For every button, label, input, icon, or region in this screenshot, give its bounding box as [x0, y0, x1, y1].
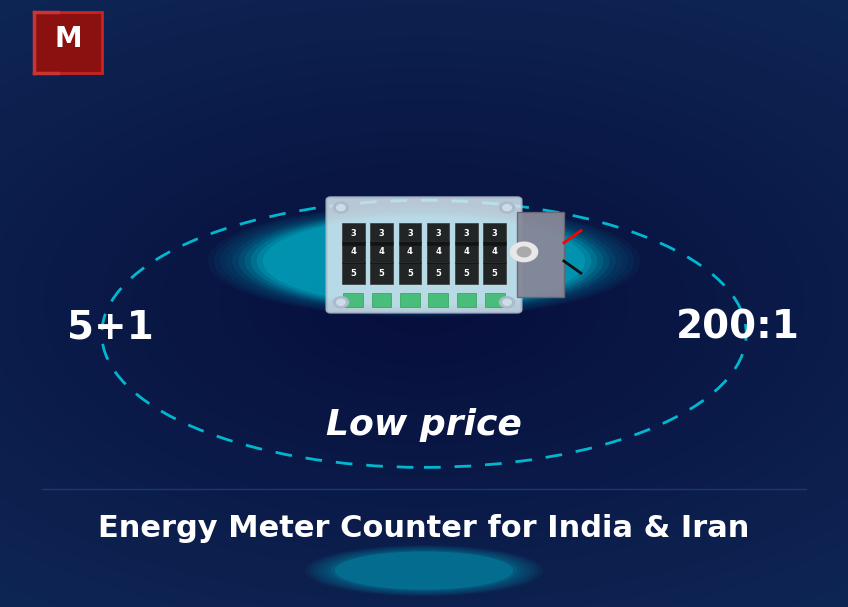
FancyBboxPatch shape [483, 223, 506, 245]
FancyBboxPatch shape [371, 293, 392, 307]
Text: 4: 4 [492, 248, 498, 256]
Ellipse shape [318, 548, 530, 594]
Circle shape [517, 247, 531, 257]
Text: 5: 5 [350, 269, 356, 277]
Text: 3: 3 [464, 229, 469, 238]
Text: 4: 4 [407, 248, 413, 256]
Ellipse shape [232, 210, 616, 312]
FancyBboxPatch shape [342, 223, 365, 245]
FancyBboxPatch shape [483, 262, 506, 284]
Ellipse shape [310, 546, 538, 595]
FancyBboxPatch shape [371, 223, 393, 245]
Text: 5: 5 [407, 269, 413, 277]
FancyBboxPatch shape [399, 223, 421, 245]
Text: Low price: Low price [326, 408, 522, 442]
Text: 3: 3 [435, 229, 441, 238]
Ellipse shape [208, 205, 640, 317]
FancyBboxPatch shape [371, 241, 393, 263]
Text: M: M [54, 25, 81, 53]
FancyBboxPatch shape [326, 197, 522, 313]
FancyBboxPatch shape [342, 262, 365, 284]
Ellipse shape [335, 551, 513, 590]
Text: 4: 4 [435, 248, 441, 256]
FancyBboxPatch shape [343, 293, 363, 307]
FancyBboxPatch shape [399, 241, 421, 263]
Text: 3: 3 [350, 229, 356, 238]
FancyBboxPatch shape [428, 293, 448, 307]
FancyBboxPatch shape [483, 241, 506, 263]
Ellipse shape [220, 208, 628, 314]
FancyBboxPatch shape [455, 241, 477, 263]
Text: 5: 5 [492, 269, 498, 277]
FancyBboxPatch shape [34, 12, 102, 73]
Ellipse shape [326, 550, 522, 591]
Circle shape [503, 299, 511, 305]
Ellipse shape [314, 547, 534, 594]
Ellipse shape [331, 551, 517, 591]
FancyBboxPatch shape [400, 293, 420, 307]
Text: 3: 3 [379, 229, 384, 238]
Circle shape [499, 202, 515, 213]
Ellipse shape [257, 215, 591, 307]
Text: 3: 3 [492, 229, 498, 238]
Text: Energy Meter Counter for India & Iran: Energy Meter Counter for India & Iran [98, 514, 750, 543]
FancyBboxPatch shape [485, 293, 505, 307]
Text: 5: 5 [435, 269, 441, 277]
FancyBboxPatch shape [427, 262, 449, 284]
Text: 200:1: 200:1 [676, 309, 800, 347]
FancyBboxPatch shape [456, 293, 477, 307]
Text: 4: 4 [350, 248, 356, 256]
Circle shape [333, 202, 349, 213]
Text: 5+1: 5+1 [67, 309, 153, 347]
Ellipse shape [251, 214, 597, 308]
FancyBboxPatch shape [517, 212, 564, 297]
FancyBboxPatch shape [455, 262, 477, 284]
FancyBboxPatch shape [455, 223, 477, 245]
Ellipse shape [322, 549, 526, 592]
Circle shape [499, 297, 515, 308]
Text: 4: 4 [464, 248, 469, 256]
Ellipse shape [244, 213, 604, 310]
Text: 3: 3 [407, 229, 413, 238]
Text: 5: 5 [464, 269, 469, 277]
FancyBboxPatch shape [342, 241, 365, 263]
Circle shape [337, 299, 345, 305]
Ellipse shape [226, 209, 622, 313]
FancyBboxPatch shape [427, 241, 449, 263]
FancyBboxPatch shape [371, 262, 393, 284]
Ellipse shape [214, 206, 634, 316]
Ellipse shape [263, 217, 585, 305]
Ellipse shape [238, 211, 610, 311]
Text: 5: 5 [379, 269, 384, 277]
FancyBboxPatch shape [427, 223, 449, 245]
Circle shape [337, 205, 345, 211]
Circle shape [333, 297, 349, 308]
Circle shape [503, 205, 511, 211]
Circle shape [510, 242, 538, 262]
FancyBboxPatch shape [399, 262, 421, 284]
Text: 4: 4 [379, 248, 384, 256]
Ellipse shape [305, 545, 543, 596]
